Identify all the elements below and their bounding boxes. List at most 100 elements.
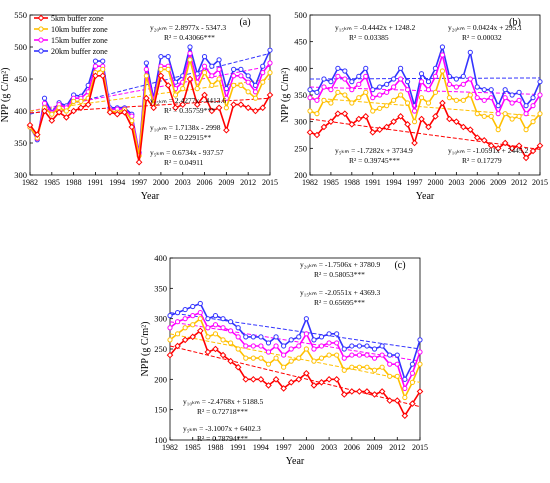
series-line <box>310 55 540 114</box>
data-point <box>385 104 389 108</box>
x-tick-label: 2000 <box>153 178 169 187</box>
x-tick-label: 1991 <box>87 178 103 187</box>
data-point <box>405 80 409 84</box>
y-tick-label: 400 <box>14 106 27 116</box>
data-point <box>538 80 542 84</box>
data-point <box>329 80 333 84</box>
data-point <box>224 128 229 133</box>
data-point <box>399 93 403 97</box>
data-point <box>183 307 187 311</box>
regression-r2: R² = 0.43066*** <box>164 33 215 42</box>
data-point <box>175 311 179 315</box>
regression-r2: R² = 0.39745*** <box>349 156 400 165</box>
data-point <box>159 55 163 59</box>
data-point <box>244 335 248 339</box>
data-point <box>229 329 233 333</box>
data-point <box>308 109 312 113</box>
data-point <box>336 90 340 94</box>
data-point <box>319 356 323 360</box>
data-point <box>385 90 389 94</box>
data-point <box>42 96 46 100</box>
data-point <box>378 106 382 110</box>
data-point <box>266 350 270 354</box>
x-tick-label: 1994 <box>253 443 269 452</box>
x-tick-label: 2009 <box>490 178 506 187</box>
data-point <box>166 55 170 59</box>
x-tick-label: 1997 <box>407 178 423 187</box>
data-point <box>418 362 422 366</box>
data-point <box>261 71 265 75</box>
data-point <box>268 71 272 75</box>
data-point <box>410 362 414 366</box>
regression-equation: y₁₀ₖₘ = -2.4768x + 5188.5 <box>183 397 264 406</box>
x-tick-label: 2006 <box>197 178 213 187</box>
data-point <box>221 317 225 321</box>
data-point <box>217 58 221 62</box>
legend-marker <box>38 15 43 20</box>
data-point <box>168 338 172 342</box>
data-point <box>327 341 331 345</box>
data-point <box>322 98 326 102</box>
data-point <box>221 326 225 330</box>
data-point <box>399 66 403 70</box>
data-point <box>419 96 423 100</box>
data-point <box>412 109 416 113</box>
x-tick-label: 2015 <box>412 443 428 452</box>
data-point <box>482 98 486 102</box>
data-point <box>524 104 528 108</box>
data-point <box>342 356 346 360</box>
x-tick-label: 1988 <box>66 178 82 187</box>
y-tick-label: 350 <box>294 90 307 100</box>
x-tick-label: 2003 <box>448 178 464 187</box>
data-point <box>312 338 316 342</box>
data-point <box>440 53 444 57</box>
data-point <box>282 344 286 348</box>
data-point <box>380 344 384 348</box>
regression-equation: y₅ₖₘ = -1.7282x + 3734.9 <box>335 146 413 155</box>
y-tick-label: 300 <box>154 314 167 324</box>
x-tick-label: 2000 <box>298 443 314 452</box>
x-tick-label: 1997 <box>131 178 147 187</box>
y-axis-title: NPP (g C/m²) <box>0 68 11 123</box>
x-tick-label: 2006 <box>344 443 360 452</box>
data-point <box>244 344 248 348</box>
data-point <box>319 380 324 385</box>
data-point <box>410 371 414 375</box>
data-point <box>489 96 493 100</box>
data-point <box>342 368 346 372</box>
data-point <box>418 350 422 354</box>
data-point <box>210 64 214 68</box>
data-point <box>188 58 192 62</box>
legend-marker <box>39 49 43 53</box>
y-tick-label: 200 <box>154 374 167 384</box>
data-point <box>251 356 255 360</box>
x-tick-label: 1985 <box>323 178 339 187</box>
data-point <box>372 368 376 372</box>
data-point <box>64 109 68 113</box>
x-axis-title: Year <box>416 191 435 202</box>
data-point <box>198 317 202 321</box>
data-point <box>266 341 270 345</box>
legend-label: 10km buffer zone <box>51 25 108 34</box>
data-point <box>343 93 347 97</box>
panel-label: (a) <box>239 17 250 28</box>
data-point <box>231 102 236 107</box>
data-point <box>395 362 399 366</box>
data-point <box>335 332 339 336</box>
data-point <box>365 365 369 369</box>
data-point <box>426 80 430 84</box>
data-point <box>363 114 368 119</box>
data-point <box>503 96 507 100</box>
x-tick-label: 2000 <box>427 178 443 187</box>
data-point <box>259 356 263 360</box>
data-point <box>213 323 217 327</box>
y-axis-title: NPP (g C/m²) <box>280 68 291 123</box>
data-point <box>144 74 148 78</box>
data-point <box>510 117 514 121</box>
data-point <box>198 311 202 315</box>
data-point <box>232 74 236 78</box>
data-point <box>315 90 319 94</box>
data-point <box>213 332 217 336</box>
legend-label: 20km buffer zone <box>51 47 108 56</box>
data-point <box>517 98 521 102</box>
